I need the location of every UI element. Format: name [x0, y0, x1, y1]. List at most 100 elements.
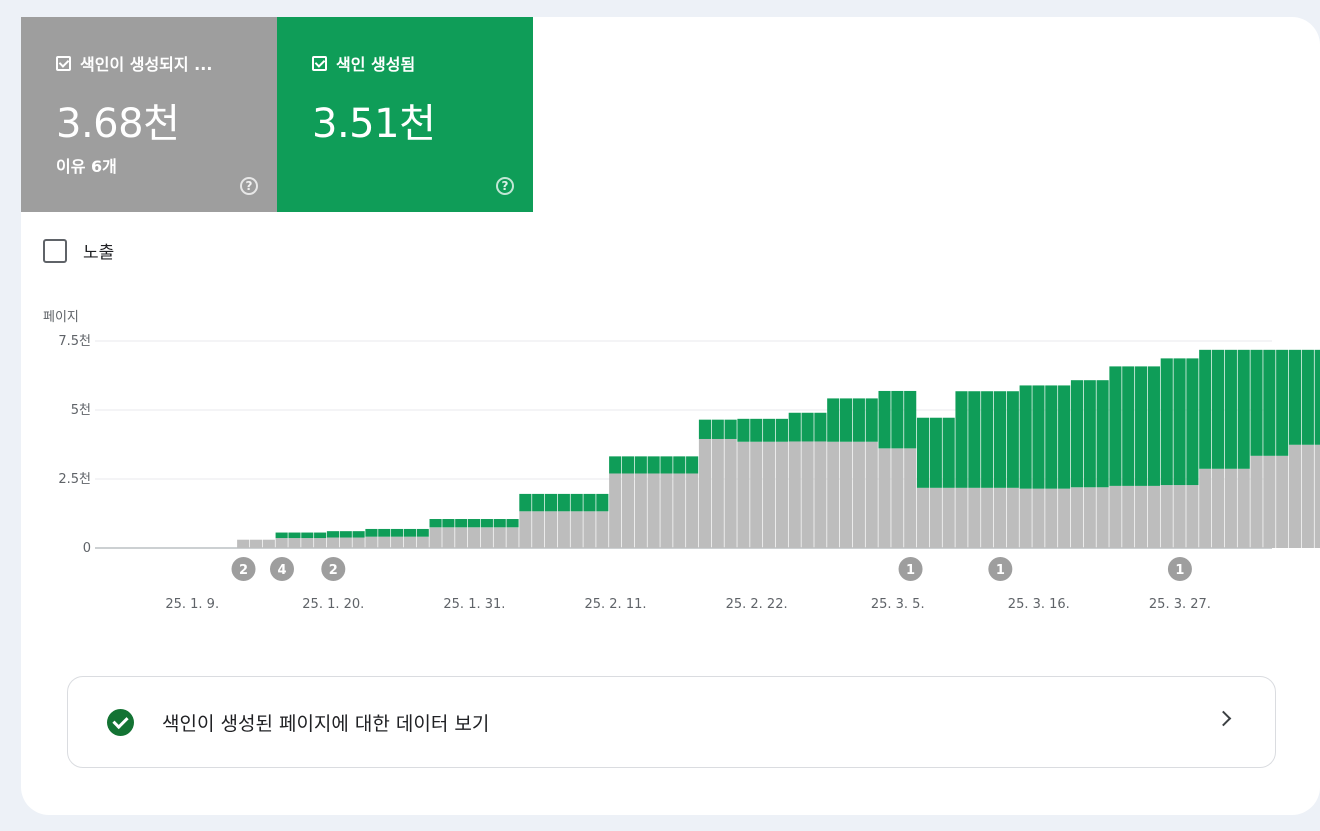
indexed-bar [763, 418, 776, 442]
not-indexed-bar [1058, 488, 1071, 548]
indexed-bar [493, 519, 506, 528]
x-tick-label: 25. 1. 31. [443, 597, 505, 612]
x-tick-label: 25. 1. 20. [302, 597, 364, 612]
not-indexed-bar [557, 511, 570, 548]
annotation-marker [231, 557, 256, 581]
annotation-label: 2 [329, 563, 338, 578]
annotation-marker [269, 557, 294, 581]
not-indexed-bar [609, 473, 622, 548]
not-indexed-bar [480, 527, 493, 548]
indexed-bar [365, 528, 378, 537]
indexed-bar [1173, 358, 1186, 486]
not-indexed-bar [673, 473, 686, 548]
not-indexed-bar [852, 441, 865, 548]
y-tick-label: 7.5천 [58, 334, 91, 349]
indexed-bar [1135, 366, 1148, 486]
not-indexed-bar [711, 438, 724, 548]
not-indexed-bar [1314, 444, 1320, 548]
check-circle-icon [107, 708, 134, 736]
indexed-tile[interactable]: 색인 생성됨 3.51천 ? [277, 17, 533, 212]
indexed-bar [814, 412, 827, 442]
checkbox-checked-icon[interactable] [56, 55, 71, 71]
indexed-bar [1096, 380, 1109, 488]
not-indexed-bar [1237, 468, 1250, 548]
indexed-bar [673, 456, 686, 474]
indexed-bar [993, 391, 1007, 488]
indexed-bar [775, 418, 788, 442]
not-indexed-bar [788, 441, 801, 548]
not-indexed-bar [570, 511, 583, 548]
not-indexed-bar [621, 473, 635, 548]
not-indexed-label: 색인이 생성되지 ... [80, 55, 213, 74]
annotation-label: 4 [277, 563, 286, 578]
x-tick-label: 25. 1. 9. [165, 597, 219, 612]
not-indexed-bar [878, 448, 891, 548]
not-indexed-bar [1263, 455, 1276, 548]
not-indexed-bar [1276, 455, 1289, 548]
not-indexed-bar [737, 441, 750, 548]
indexed-bar [1224, 349, 1237, 469]
not-indexed-bar [968, 487, 981, 548]
indexed-bar [916, 417, 930, 488]
help-circle-icon[interactable]: ? [240, 177, 258, 195]
not-indexed-bar [275, 538, 288, 548]
not-indexed-tile[interactable]: 색인이 생성되지 ... 3.68천 이유 6개 ? [21, 17, 277, 212]
not-indexed-bar [262, 539, 275, 548]
not-indexed-bar [1301, 444, 1314, 548]
pages-bar-chart: 0 2.5천 5천 7.5천 25. 1. 9. 25. 1. 20. 25. 1. 31.… [58, 334, 1320, 612]
indexed-bar [596, 493, 609, 512]
y-tick-label: 5천 [71, 403, 91, 418]
view-indexed-pages-label: 색인이 생성된 페이지에 대한 데이터 보기 [162, 712, 490, 735]
y-tick-label: 2.5천 [58, 472, 91, 487]
chevron-right-icon [1215, 710, 1232, 727]
annotation-label: 1 [906, 563, 915, 578]
indexed-bar [737, 418, 750, 442]
not-indexed-bar [493, 527, 506, 548]
impressions-toggle[interactable]: 노출 [43, 238, 114, 263]
indexed-bar [621, 456, 635, 474]
indexed-bar [801, 412, 814, 442]
x-tick-label: 25. 3. 16. [1008, 597, 1070, 612]
indexed-bar [904, 390, 917, 449]
not-indexed-bar [1083, 487, 1096, 548]
x-tick-label: 25. 3. 5. [871, 597, 925, 612]
indexed-bar [275, 532, 288, 539]
not-indexed-bar [1045, 488, 1058, 548]
not-indexed-bar [237, 539, 250, 548]
not-indexed-bar [981, 487, 994, 548]
indexed-bar [929, 417, 942, 488]
view-indexed-pages-link[interactable]: 색인이 생성된 페이지에 대한 데이터 보기 [67, 676, 1276, 768]
not-indexed-bar [1006, 487, 1019, 548]
checkbox-checked-icon[interactable] [312, 55, 327, 71]
indexed-bar [1237, 349, 1250, 469]
not-indexed-bar [455, 527, 468, 548]
not-indexed-bar [429, 527, 442, 548]
not-indexed-count: 3.68천 [56, 101, 180, 147]
not-indexed-bar [544, 511, 558, 548]
indexed-bar [403, 528, 416, 537]
indexed-bar [480, 519, 493, 528]
not-indexed-bar [326, 537, 340, 548]
not-indexed-bar [1109, 485, 1122, 548]
checkbox-unchecked-icon[interactable] [43, 238, 67, 263]
not-indexed-bar [365, 536, 378, 548]
indexed-bar [532, 493, 545, 512]
not-indexed-bar [583, 511, 596, 548]
not-indexed-bar [1019, 488, 1032, 548]
indexed-bar [955, 391, 968, 488]
indexed-bar [570, 493, 583, 512]
indexed-bar [1058, 385, 1071, 489]
indexed-bar [506, 519, 519, 528]
not-indexed-bar [993, 487, 1007, 548]
indexed-bar [442, 519, 455, 528]
indexed-bar [391, 528, 404, 537]
indexed-bar [1199, 349, 1212, 469]
indexed-bar [1083, 380, 1096, 488]
help-circle-icon[interactable]: ? [496, 177, 514, 195]
not-indexed-bar [1135, 485, 1148, 548]
indexed-bar [544, 493, 558, 512]
indexed-bar [1122, 366, 1135, 486]
indexed-bar [1032, 385, 1045, 489]
annotation-label: 1 [1175, 563, 1184, 578]
not-indexed-bar [839, 441, 853, 548]
